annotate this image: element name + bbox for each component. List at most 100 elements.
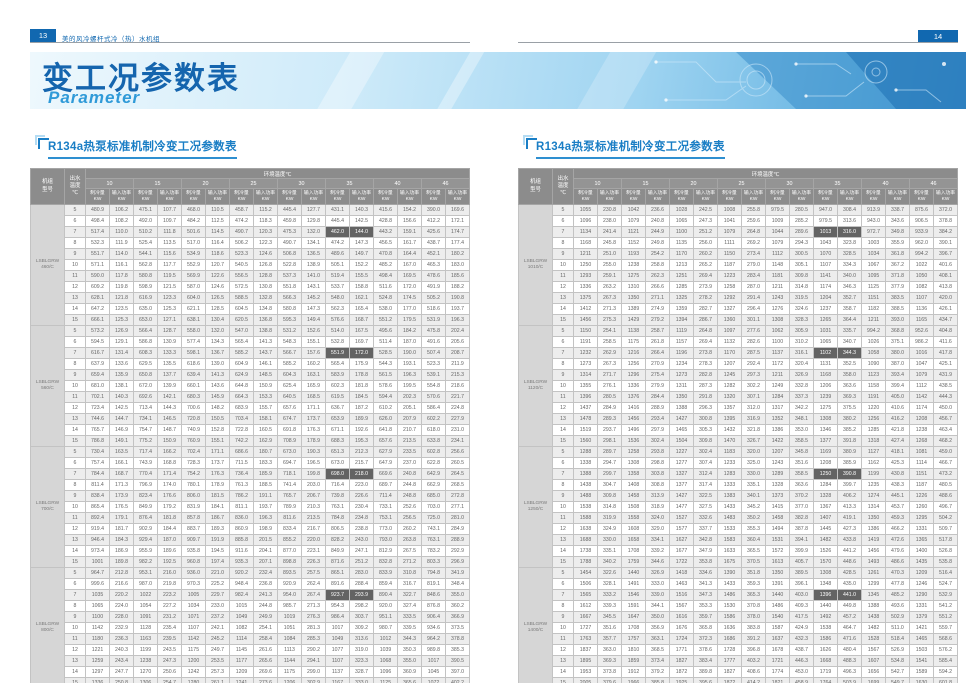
capacity-cell: 1345 <box>861 589 886 601</box>
power-cell: 480.4 <box>837 644 862 656</box>
capacity-cell: 770.4 <box>133 468 158 480</box>
capacity-cell: 1492 <box>813 611 838 623</box>
power-cell: 234.8 <box>349 512 374 524</box>
outlet-temp-cell: 8 <box>64 237 86 249</box>
power-cell: 259.1 <box>597 270 622 282</box>
outlet-temp-cell: 13 <box>552 534 574 546</box>
power-cell: 236.3 <box>109 633 134 645</box>
capacity-cell: 1003 <box>861 237 886 249</box>
ambient-temp-value: 10 <box>85 178 134 189</box>
capacity-cell: 1131 <box>813 358 838 370</box>
capacity-cell: 954.3 <box>325 600 350 612</box>
capacity-cell: 955.9 <box>133 545 158 557</box>
capacity-cell: 585.2 <box>229 347 254 359</box>
capacity-cell: 554.8 <box>421 380 446 392</box>
power-cell: 194.5 <box>205 545 230 557</box>
power-cell: 299.0 <box>301 666 326 678</box>
power-cell: 120.7 <box>205 259 230 271</box>
power-cell: 178.9 <box>205 479 230 491</box>
capacity-cell: 556.5 <box>229 270 254 282</box>
ambient-temp-header: 环境温度℃ <box>85 168 470 179</box>
capacity-cell: 1608 <box>621 523 646 535</box>
power-cell: 300.5 <box>789 248 814 260</box>
capacity-cell: 1065 <box>669 215 694 227</box>
capacity-cell: 524.8 <box>373 292 398 304</box>
header-rule-left <box>30 42 470 43</box>
outlet-temp-cell: 15 <box>552 677 574 683</box>
capacity-cell: 1144 <box>277 655 302 667</box>
power-cell: 210.7 <box>397 424 422 436</box>
capacity-cell: 1432 <box>717 424 742 436</box>
capacity-cell: 986.2 <box>909 336 934 348</box>
power-cell: 260.2 <box>397 523 422 535</box>
power-cell: 145.9 <box>205 391 230 403</box>
power-cell: 373.8 <box>597 666 622 678</box>
power-cell: 156.6 <box>397 215 422 227</box>
capacity-cell: 518.6 <box>421 303 446 315</box>
capacity-cell: 1227 <box>669 446 694 458</box>
power-cell: 131.4 <box>109 347 134 359</box>
capacity-cell: 1242 <box>181 666 206 678</box>
capacity-cell: 1187 <box>717 259 742 271</box>
outlet-temp-cell: 13 <box>552 292 574 304</box>
capacity-cell: 1422 <box>765 435 790 447</box>
power-cell: 190.8 <box>445 292 470 304</box>
capacity-cell: 1191 <box>573 336 598 348</box>
capacity-cell: 906.4 <box>421 611 446 623</box>
power-cell: 138.8 <box>253 325 278 337</box>
power-cell: 601.8 <box>933 677 958 683</box>
power-cell: 148.5 <box>253 369 278 381</box>
power-cell: 233.5 <box>397 446 422 458</box>
capacity-cell: 465.3 <box>421 259 446 271</box>
power-cell: 350.0 <box>645 611 670 623</box>
power-cell: 247.7 <box>109 666 134 678</box>
capacity-cell: 893.5 <box>277 567 302 579</box>
capacity-cell: 640.5 <box>277 391 302 403</box>
capacity-cell: 1668 <box>813 655 838 667</box>
power-cell: 355.0 <box>397 655 422 667</box>
capacity-cell: 1068 <box>373 655 398 667</box>
table-row: LSBLGRW 460/C 5 480.9 106.2 475.1 107.7 468.0 11… <box>30 204 470 326</box>
power-cell: 285.2 <box>789 215 814 227</box>
power-cell: 502.9 <box>885 611 910 623</box>
capacity-cell: 1055 <box>573 204 598 216</box>
power-cell: 333.0 <box>645 578 670 590</box>
capacity-cell: 1260 <box>909 501 934 513</box>
power-cell: 326.7 <box>741 435 766 447</box>
capacity-cell: 964.7 <box>85 567 110 579</box>
power-cell: 389.8 <box>693 666 718 678</box>
capacity-cell: 1047 <box>909 358 934 370</box>
power-cell: 425.3 <box>885 457 910 469</box>
capacity-cell: 1017 <box>421 655 446 667</box>
capacity-cell: 789.9 <box>277 501 302 513</box>
power-cell: 267.3 <box>597 358 622 370</box>
power-cell: 171.1 <box>301 402 326 414</box>
outlet-temp-cell: 10 <box>64 380 86 392</box>
capacity-cell: 849.9 <box>133 501 158 513</box>
capacity-cell: 1065 <box>85 600 110 612</box>
capacity-cell: 806.0 <box>181 490 206 502</box>
outlet-temp-cell: 9 <box>552 611 574 623</box>
table-row: LSBLGRW 1400/C 5 1454 322.6 1440 326.9 1418 334.… <box>518 567 958 683</box>
power-cell: 293.4 <box>645 413 670 425</box>
table-row: 6 1506 328.1 1491 333.0 1463 341.3 1433 359.3 139… <box>519 578 958 590</box>
capacity-cell: 1438 <box>861 611 886 623</box>
power-cell: 353.0 <box>789 424 814 436</box>
model-cell: LSBLGRW 1400/C <box>518 567 553 683</box>
power-cell: 193.7 <box>253 501 278 513</box>
power-cell: 184.3 <box>109 534 134 546</box>
table-row: 11 1396 280.5 1376 284.4 1350 291.8 1320 307.1 12… <box>519 391 958 403</box>
capacity-cell: 458.7 <box>229 204 254 216</box>
power-cell: 251.2 <box>349 556 374 568</box>
power-cell: 351.8 <box>741 567 766 579</box>
capacity-cell: 1386 <box>861 523 886 535</box>
power-cell: 275.4 <box>645 369 670 381</box>
capacity-cell: 1336 <box>621 380 646 392</box>
capacity-cell: 573.2 <box>85 325 110 337</box>
capacity-cell: 920.0 <box>373 600 398 612</box>
capacity-cell: 572.5 <box>229 281 254 293</box>
capacity-cell: 1261 <box>861 567 886 579</box>
capacity-cell: 2005 <box>573 677 598 683</box>
power-cell: 394.1 <box>789 534 814 546</box>
capacity-cell: 1167 <box>325 677 350 683</box>
